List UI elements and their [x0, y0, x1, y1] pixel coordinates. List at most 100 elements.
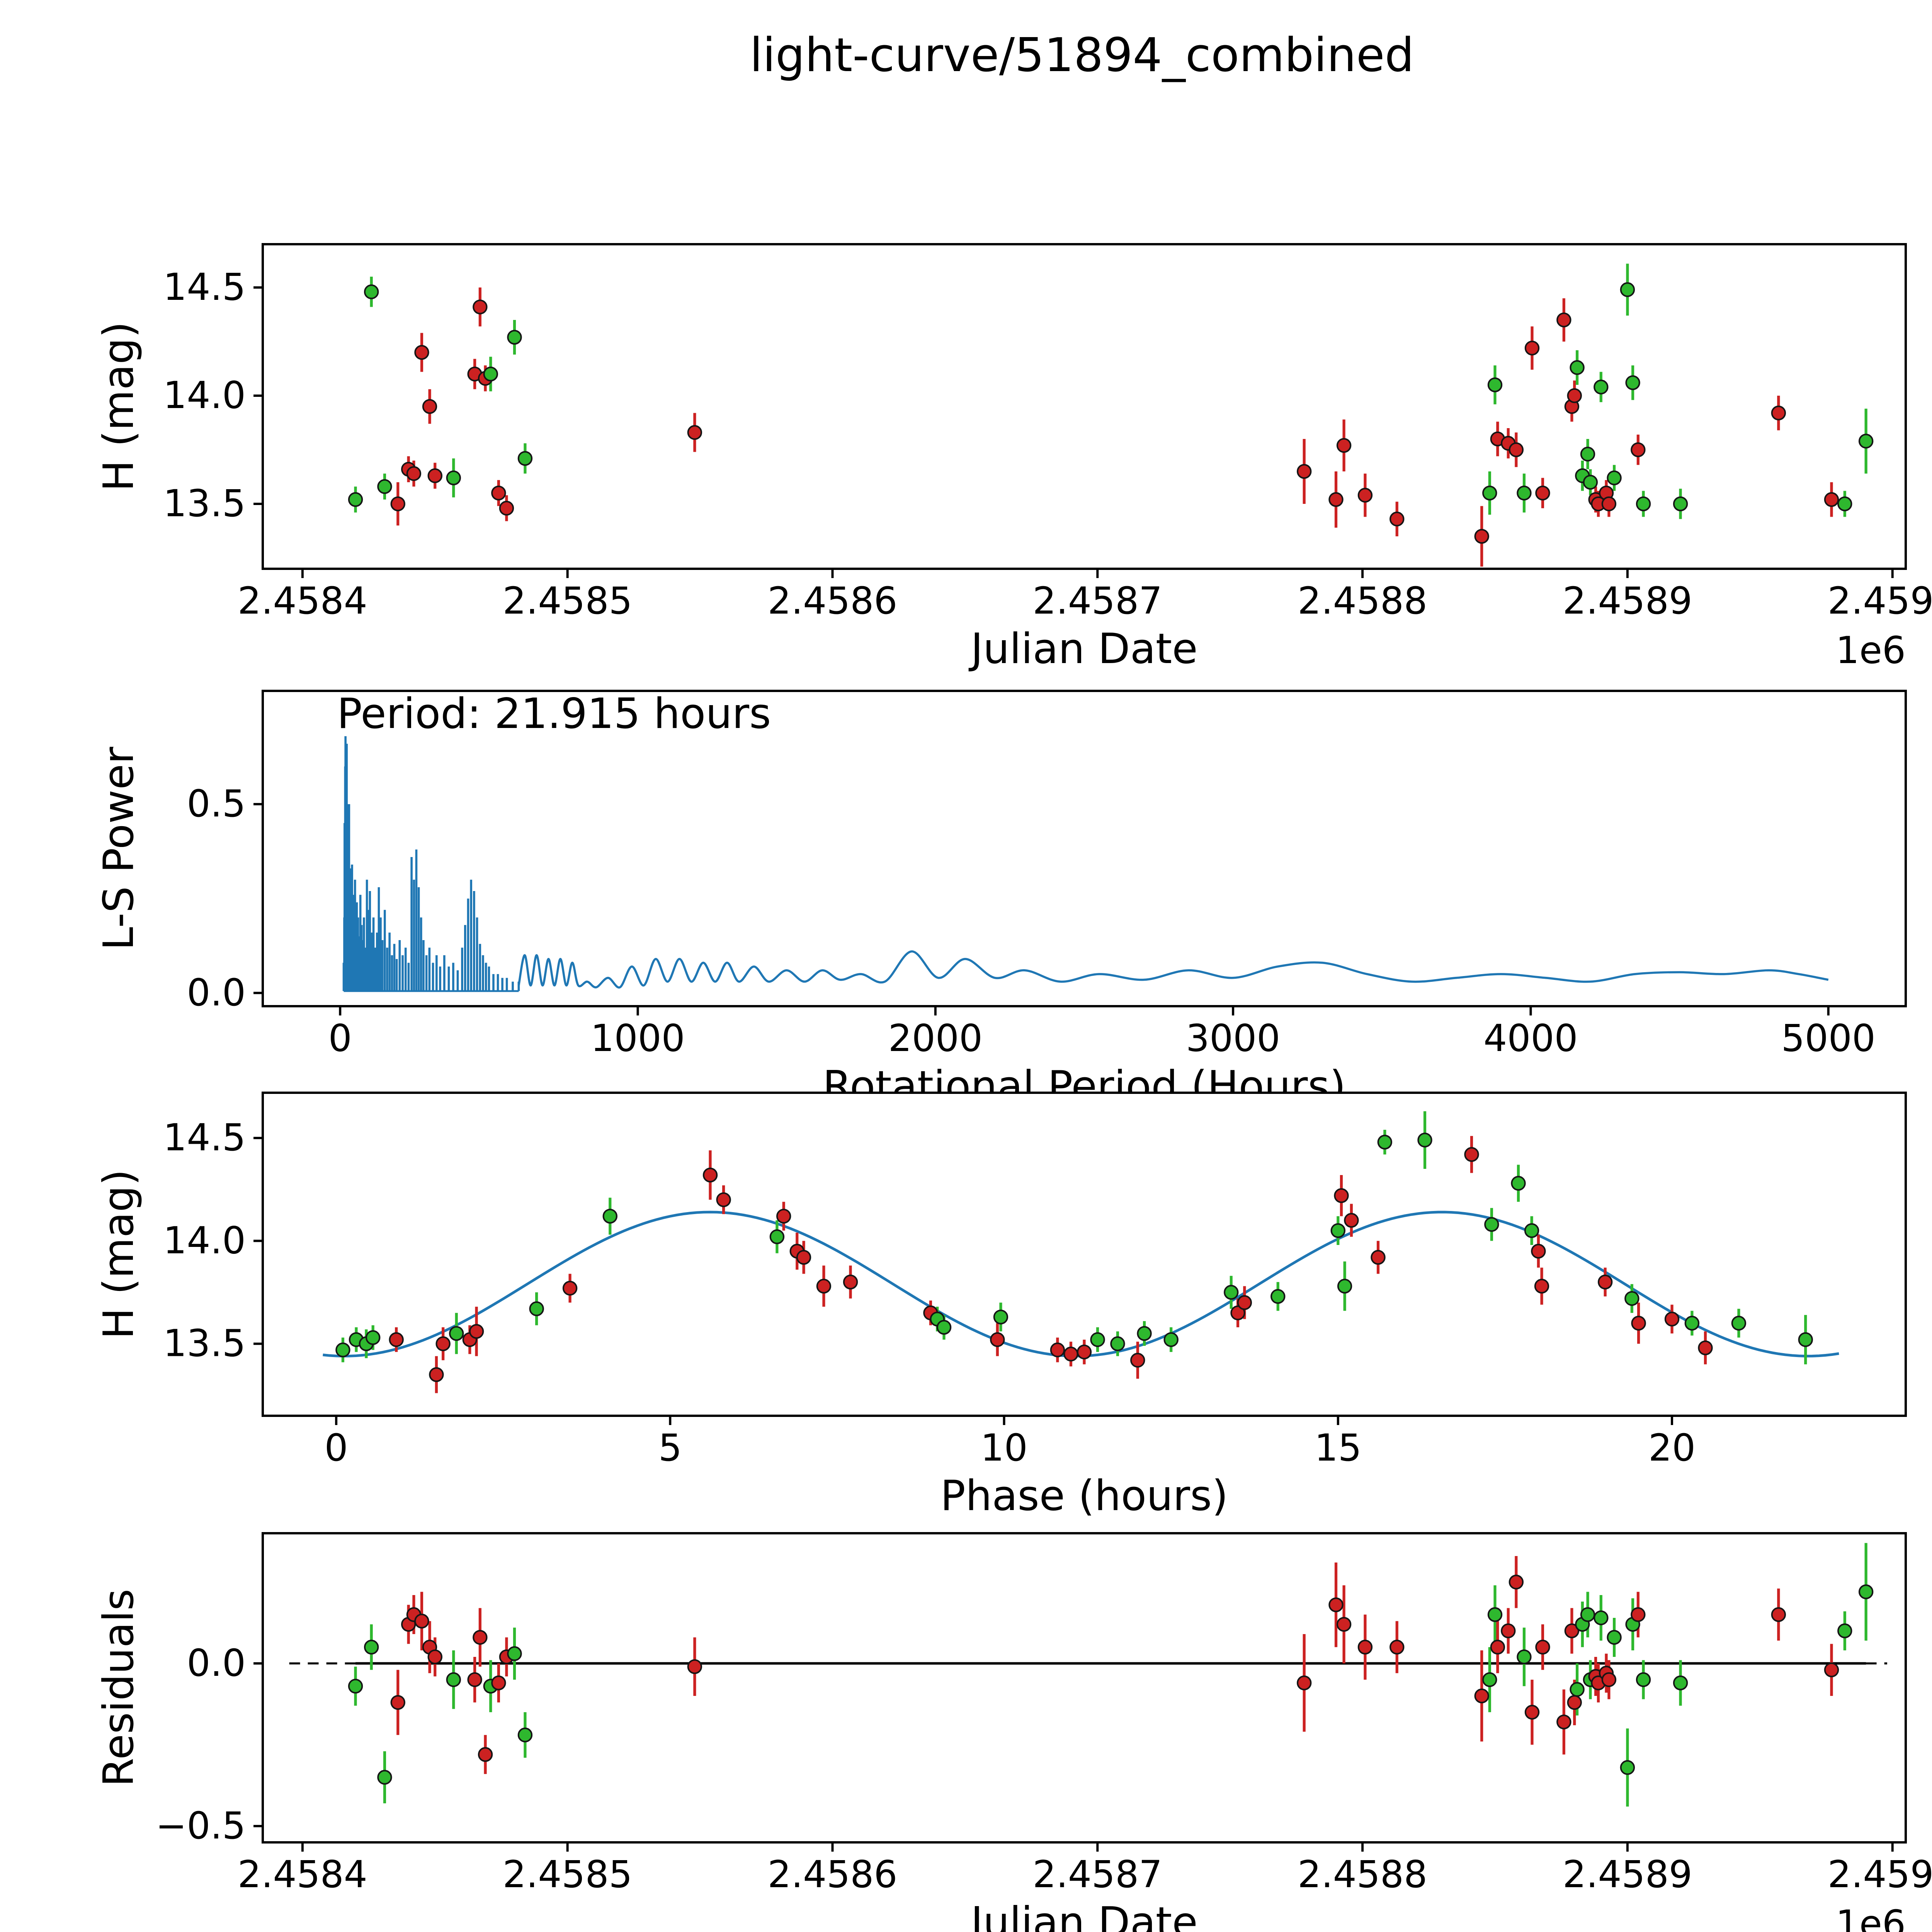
- data-point: [776, 1209, 791, 1224]
- data-point: [1535, 1639, 1550, 1655]
- data-point: [1631, 1607, 1646, 1622]
- data-point: [335, 1342, 350, 1357]
- data-point: [687, 1659, 702, 1674]
- data-point: [1594, 1610, 1609, 1626]
- data-point: [364, 284, 379, 299]
- periodogram-spikes: [342, 736, 520, 991]
- data-point: [365, 1330, 381, 1345]
- x-tick-label: 2000: [888, 1017, 983, 1060]
- data-point: [1487, 377, 1503, 393]
- y-tick-label: 14.0: [163, 1219, 246, 1262]
- data-point: [1077, 1344, 1092, 1360]
- x-tick-label: 2.4589: [1563, 579, 1692, 622]
- data-point: [1624, 1291, 1639, 1306]
- axis-offset-text: 1e6: [1836, 629, 1906, 672]
- data-point: [1580, 1607, 1595, 1622]
- data-point: [1110, 1336, 1125, 1351]
- data-point: [517, 451, 533, 466]
- data-point: [446, 1672, 461, 1687]
- axes-frame: [262, 690, 1907, 1007]
- data-point: [507, 1646, 522, 1661]
- x-tick-label: 0: [328, 1017, 352, 1060]
- data-point: [1050, 1342, 1065, 1357]
- data-point: [1594, 379, 1609, 395]
- data-point: [1607, 1630, 1622, 1645]
- data-point: [1509, 442, 1524, 457]
- x-tick-label: 2.4588: [1298, 1853, 1427, 1896]
- data-point: [1330, 1223, 1346, 1238]
- x-tick-label: 2.4589: [1563, 1853, 1692, 1896]
- data-point: [1664, 1311, 1680, 1327]
- data-point: [1570, 1682, 1585, 1697]
- x-tick-label: 2.4588: [1298, 579, 1427, 622]
- data-point: [1237, 1295, 1252, 1310]
- data-point: [1636, 1672, 1651, 1687]
- data-point: [427, 468, 442, 483]
- data-point: [348, 1679, 363, 1694]
- data-point: [1771, 1607, 1786, 1622]
- data-point: [1517, 1649, 1532, 1665]
- y-tick-label: 14.5: [163, 265, 246, 309]
- data-point: [1130, 1353, 1145, 1368]
- data-point: [1490, 1639, 1505, 1655]
- data-point: [1731, 1316, 1747, 1331]
- data-point: [491, 1675, 506, 1690]
- data-point: [1858, 1584, 1874, 1599]
- data-point: [1567, 388, 1582, 403]
- data-point: [1556, 312, 1571, 328]
- data-point: [1137, 1326, 1152, 1341]
- x-tick-label: 2.4584: [238, 579, 367, 622]
- data-point: [478, 1747, 493, 1762]
- data-point: [1524, 1223, 1539, 1238]
- data-point: [390, 496, 405, 512]
- data-point: [687, 425, 702, 440]
- data-point: [990, 1332, 1005, 1347]
- data-point: [1570, 360, 1585, 375]
- data-point: [414, 345, 429, 360]
- data-point: [1824, 1662, 1839, 1677]
- data-point: [796, 1250, 811, 1265]
- x-tick-label: 2.4587: [1032, 1853, 1162, 1896]
- data-point: [1297, 464, 1312, 479]
- x-tick-label: 5000: [1781, 1017, 1876, 1060]
- x-tick-label: 2.4586: [768, 1853, 898, 1896]
- data-point: [467, 1672, 482, 1687]
- data-point: [348, 492, 363, 507]
- data-point: [1371, 1250, 1386, 1265]
- x-tick-label: 20: [1648, 1426, 1696, 1469]
- data-point: [936, 1320, 952, 1335]
- period-annotation: Period: 21.915 hours: [337, 690, 771, 738]
- data-point: [1487, 1607, 1503, 1622]
- y-tick-label: 0.5: [187, 782, 246, 825]
- data-point: [1535, 485, 1550, 501]
- y-tick-label: 14.0: [163, 374, 246, 417]
- data-point: [1344, 1213, 1359, 1228]
- data-point: [1631, 442, 1646, 457]
- data-point: [562, 1281, 578, 1296]
- axes-frame: [262, 1092, 1907, 1417]
- data-point: [507, 330, 522, 345]
- data-point: [769, 1229, 785, 1244]
- y-tick-label: −0.5: [156, 1804, 246, 1847]
- data-point: [429, 1367, 444, 1382]
- x-tick-label: 2.4590: [1828, 579, 1932, 622]
- data-point: [816, 1279, 832, 1294]
- data-point: [1631, 1316, 1646, 1331]
- data-point: [517, 1727, 533, 1743]
- data-point: [1297, 1675, 1312, 1690]
- x-tick-label: 10: [981, 1426, 1028, 1469]
- x-axis-label: Phase (hours): [940, 1472, 1228, 1520]
- data-point: [1464, 1147, 1479, 1162]
- x-tick-label: 5: [658, 1426, 682, 1469]
- data-point: [449, 1326, 464, 1341]
- data-point: [1531, 1243, 1546, 1259]
- data-point: [602, 1209, 617, 1224]
- panel-residuals: 2.4584 2.4585 2.4586 2.4587 2.4588 2.4589 2.45…: [95, 1532, 1932, 1932]
- y-axis-label: Residuals: [95, 1589, 143, 1787]
- data-point: [1564, 1623, 1580, 1638]
- data-point: [1357, 488, 1373, 503]
- data-point: [1336, 438, 1352, 453]
- data-point: [1509, 1575, 1524, 1590]
- data-point: [1328, 1597, 1344, 1612]
